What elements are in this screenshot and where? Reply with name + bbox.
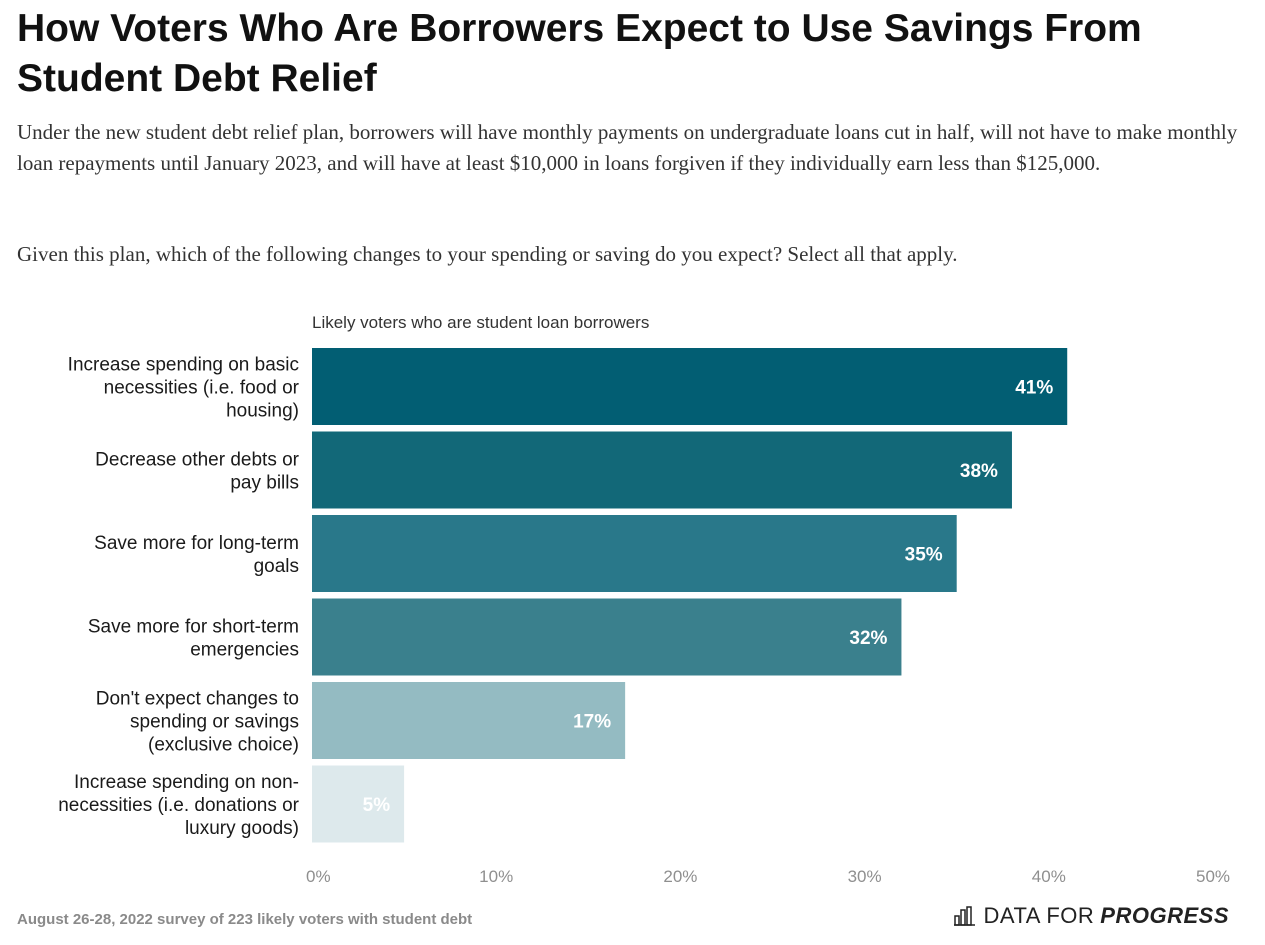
x-tick-label: 50%	[1196, 867, 1230, 886]
chart-title: How Voters Who Are Borrowers Expect to U…	[17, 7, 1142, 100]
bar	[312, 682, 626, 759]
category-label: Save more for long-term goals	[94, 533, 299, 577]
bar	[312, 431, 1012, 509]
series-label: Likely voters who are student loan borro…	[312, 313, 649, 332]
data-label: 5%	[363, 795, 391, 816]
data-label: 35%	[905, 545, 943, 566]
bar	[312, 598, 902, 676]
brand-name-part1: DATA FOR	[983, 903, 1095, 928]
chart-subtitle: Under the new student debt relief plan, …	[17, 120, 1238, 175]
category-label: Increase spending on non-necessities (i.…	[58, 772, 299, 839]
x-tick-label: 10%	[479, 867, 513, 886]
x-tick-label: 40%	[1032, 867, 1066, 886]
survey-question: Given this plan, which of the following …	[17, 242, 958, 266]
category-label: Save more for short-term emergencies	[88, 617, 299, 661]
category-label: Decrease other debts or pay bills	[95, 450, 300, 494]
bar	[312, 515, 957, 592]
bar	[312, 348, 1068, 425]
bar-chart-icon	[953, 906, 976, 926]
category-label: Don't expect changes to spending or savin…	[96, 689, 299, 756]
data-label: 32%	[849, 628, 887, 649]
brand-name-part2: PROGRESS	[1100, 903, 1229, 928]
x-tick-label: 30%	[848, 867, 882, 886]
data-label: 17%	[573, 712, 611, 733]
data-label: 38%	[960, 461, 998, 482]
x-tick-label: 20%	[663, 867, 697, 886]
brand-logo: DATA FOR PROGRESS	[953, 903, 1229, 929]
source-note: August 26-28, 2022 survey of 223 likely …	[17, 911, 473, 928]
data-label: 41%	[1015, 378, 1053, 399]
bar-chart: Likely voters who are student loan borro…	[58, 313, 1230, 886]
x-tick-label: 0%	[306, 867, 331, 886]
bar	[312, 765, 405, 843]
category-label: Increase spending on basic necessities (i…	[68, 355, 300, 422]
